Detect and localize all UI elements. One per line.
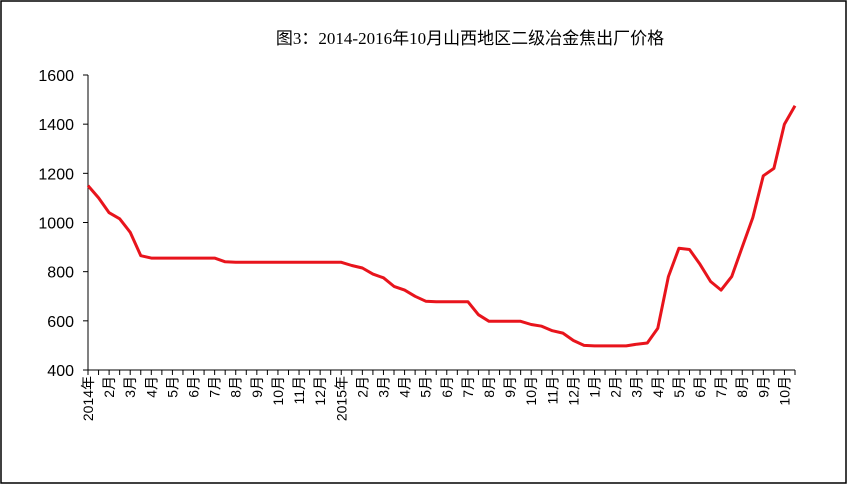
x-tick-label: 11月 — [291, 376, 307, 405]
x-tick-label: 8月 — [481, 376, 497, 398]
y-tick-label: 1600 — [38, 68, 74, 85]
x-tick-label: 2月 — [354, 376, 370, 398]
x-tick-label: 8月 — [734, 376, 750, 398]
x-tick-label: 2月 — [101, 376, 117, 398]
x-tick-label: 4月 — [650, 376, 666, 398]
x-tick-label: 10月 — [776, 376, 792, 406]
x-tick-label: 6月 — [692, 376, 708, 398]
x-tick-label: 6月 — [186, 376, 202, 398]
x-tick-label: 7月 — [713, 376, 729, 398]
y-tick-label: 600 — [47, 314, 74, 331]
x-tick-label: 9月 — [755, 376, 771, 398]
y-tick-label: 800 — [47, 265, 74, 282]
x-tick-label: 2014年 — [80, 376, 96, 421]
x-tick-label: 3月 — [375, 376, 391, 398]
x-tick-label: 11月 — [544, 376, 560, 405]
x-tick-label: 9月 — [502, 376, 518, 398]
chart-title: 图3：2014-2016年10月山西地区二级冶金焦出厂价格 — [276, 29, 664, 48]
x-tick-label: 5月 — [418, 376, 434, 398]
x-tick-label: 10月 — [270, 376, 286, 406]
x-tick-label: 8月 — [228, 376, 244, 398]
y-tick-label: 1000 — [38, 216, 74, 233]
x-tick-label: 9月 — [249, 376, 265, 398]
x-tick-label: 2015年 — [333, 376, 349, 421]
x-tick-label: 6月 — [439, 376, 455, 398]
x-tick-label: 3月 — [122, 376, 138, 398]
x-tick-label: 5月 — [164, 376, 180, 398]
x-tick-label: 1月 — [587, 376, 603, 398]
y-tick-label: 1400 — [38, 117, 74, 134]
x-tick-label: 7月 — [207, 376, 223, 398]
x-tick-label: 4月 — [397, 376, 413, 398]
y-tick-label: 1200 — [38, 166, 74, 183]
x-tick-label: 12月 — [312, 376, 328, 406]
x-tick-label: 2月 — [608, 376, 624, 398]
price-line — [86, 104, 797, 348]
x-tick-label: 7月 — [460, 376, 476, 398]
x-tick-label: 5月 — [671, 376, 687, 398]
y-tick-label: 400 — [47, 363, 74, 380]
x-tick-label: 3月 — [629, 376, 645, 398]
x-tick-label: 4月 — [143, 376, 159, 398]
x-tick-label: 12月 — [565, 376, 581, 406]
x-tick-label: 10月 — [523, 376, 539, 406]
